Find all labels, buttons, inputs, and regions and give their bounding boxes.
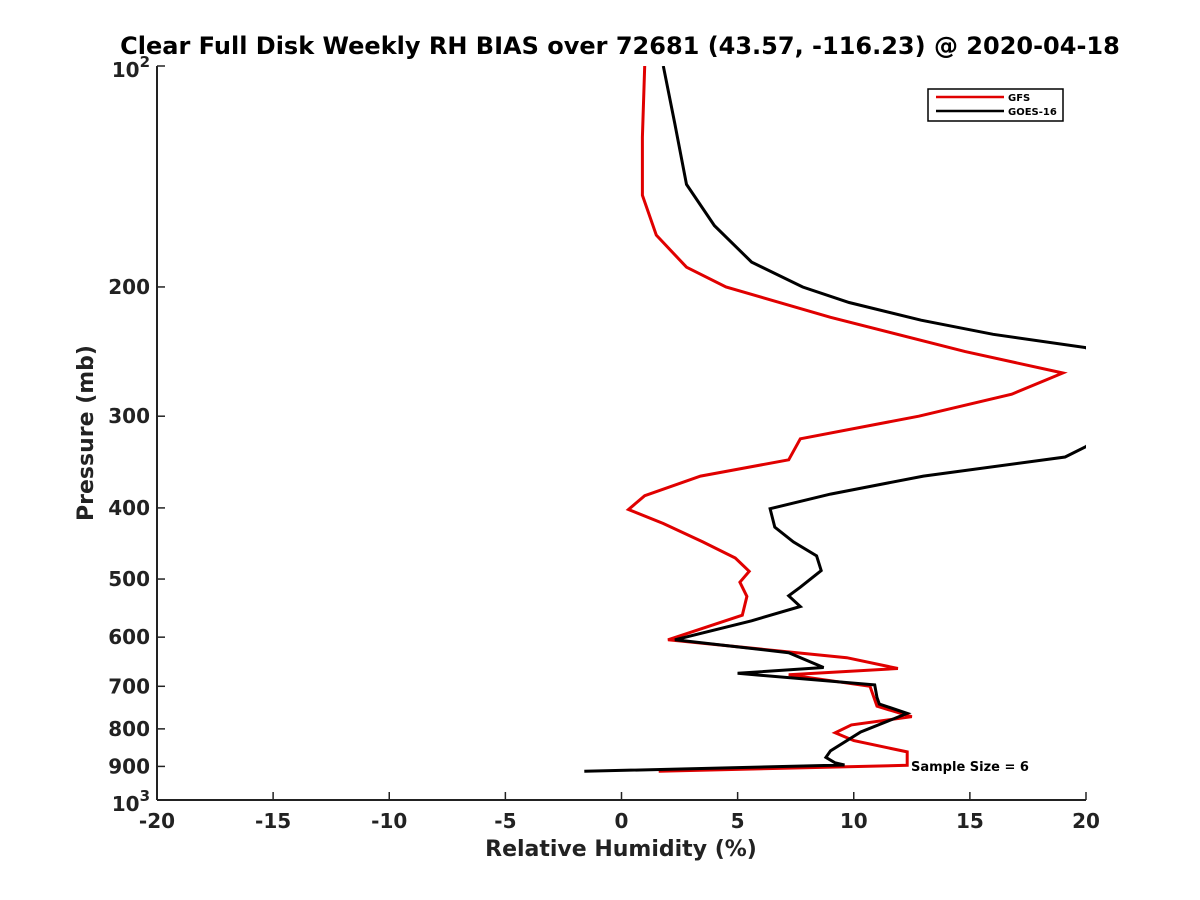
x-tick-label: 5 [731,809,745,833]
y-tick-label: 300 [108,404,150,428]
legend-label-gfs: GFS [1008,93,1030,104]
x-tick-label: 10 [840,809,868,833]
x-axis-label: Relative Humidity (%) [485,837,757,862]
x-tick-label: -5 [494,809,516,833]
x-tick-label: -15 [255,809,291,833]
y-tick-label: 800 [108,717,150,741]
legend-label-goes16: GOES-16 [1008,107,1057,118]
series-line-gfs [625,66,1068,773]
legend: GFS GOES-16 [927,88,1064,122]
y-tick-label: 200 [108,275,150,299]
y-tick-label: 900 [108,754,150,778]
y-axis-label: Pressure (mb) [74,345,99,521]
chart-title: Clear Full Disk Weekly RH BIAS over 7268… [120,32,1120,60]
y-tick-label: 500 [108,567,150,591]
x-tick-label: 0 [615,809,629,833]
y-tick-label: 600 [108,625,150,649]
series-line-goes16 [584,66,1086,773]
y-tick-label: 103 [112,787,150,816]
sample-size-annotation: Sample Size = 6 [911,760,1029,775]
x-tick-label: -20 [139,809,175,833]
x-tick-label: 20 [1072,809,1100,833]
x-tick-label: -10 [371,809,407,833]
y-tick-label: 700 [108,674,150,698]
x-tick-label: 15 [956,809,984,833]
y-tick-label: 102 [112,53,150,82]
y-tick-label: 400 [108,496,150,520]
